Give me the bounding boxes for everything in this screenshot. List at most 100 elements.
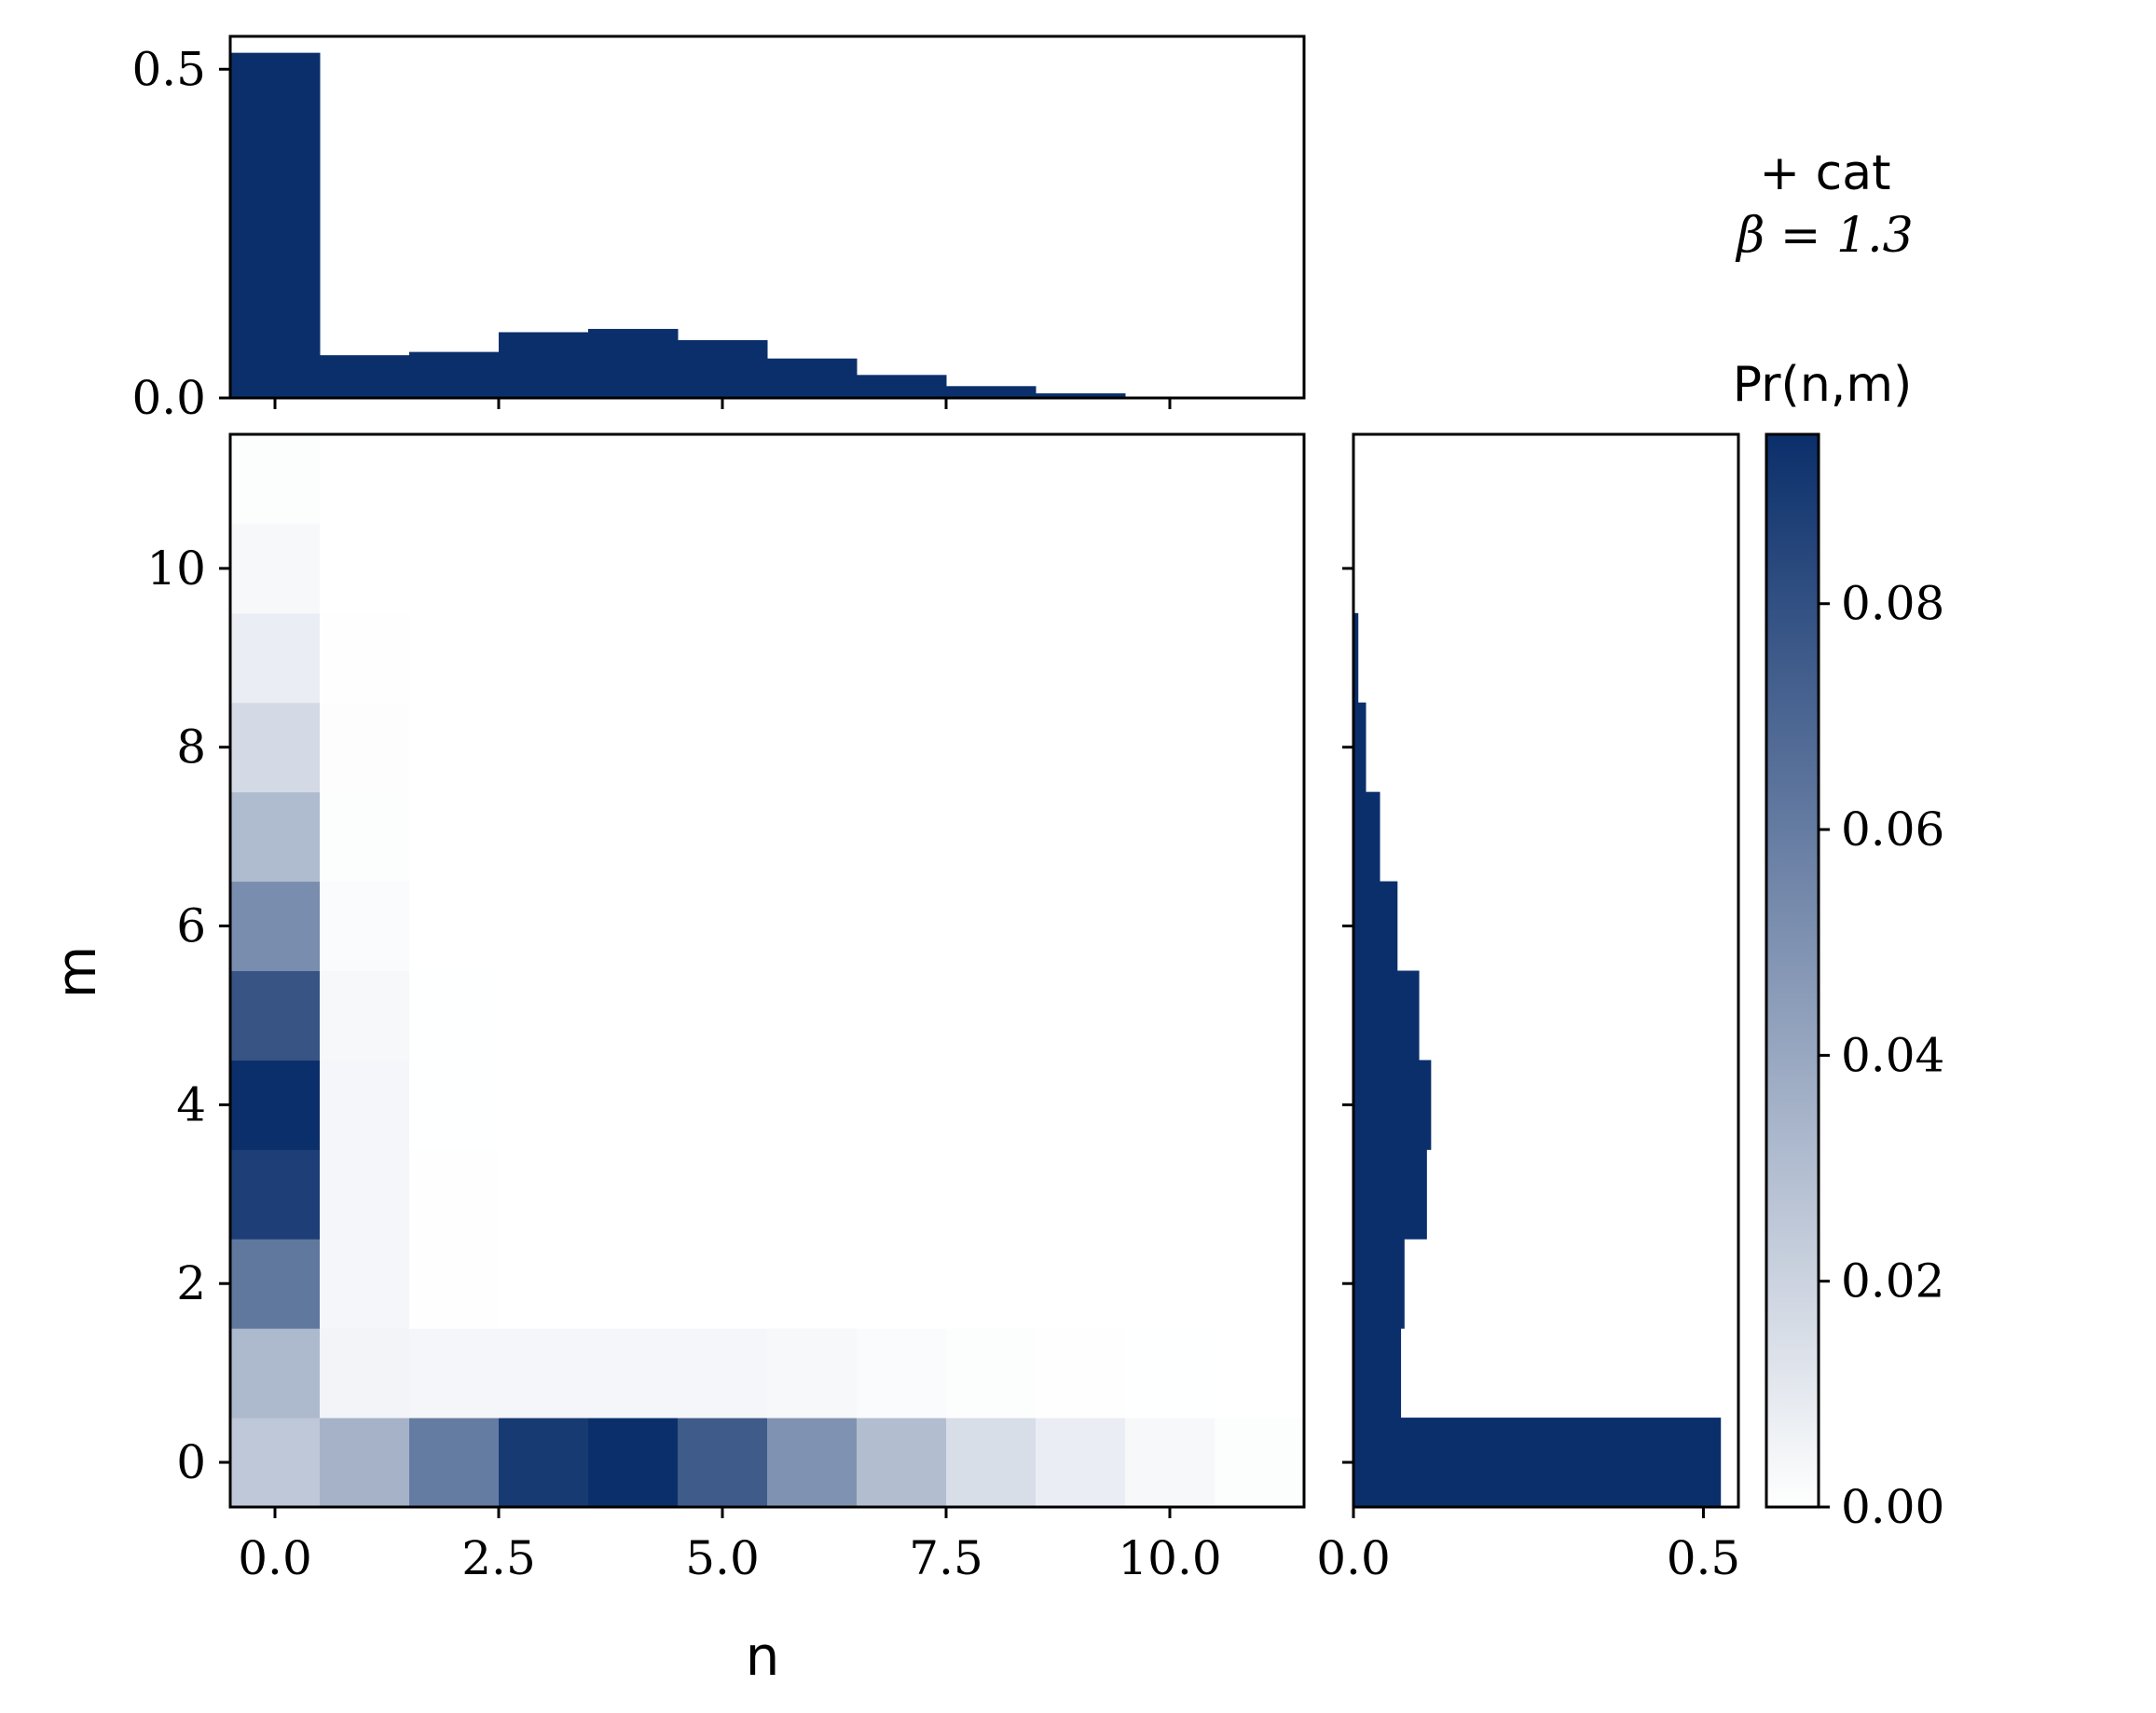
annotation-line-2: β = 1.3 [1735, 208, 1913, 264]
heatmap-cell [678, 434, 768, 525]
heatmap-cell [409, 1060, 500, 1150]
heatmap-cell [1125, 702, 1215, 793]
heatmap-cell [857, 1418, 947, 1508]
heatmap-cell [409, 1149, 500, 1240]
colorbar-tick-label: 0.04 [1841, 1028, 1944, 1082]
heatmap-cell [946, 791, 1037, 883]
marginal-m-bar [1353, 1060, 1432, 1150]
heatmap-cell [320, 612, 410, 704]
heatmap-cell [767, 1060, 858, 1150]
heatmap-cell [1036, 1328, 1126, 1418]
y-tick-label: 0 [176, 1435, 206, 1489]
heatmap-cell [230, 523, 321, 614]
colorbar-tick-label: 0.02 [1841, 1254, 1944, 1309]
heatmap-y-ticks: 0 2 4 6 8 10 [146, 541, 230, 1489]
heatmap-cell [320, 434, 410, 525]
heatmap-cell [409, 612, 500, 704]
y-tick-label: 10 [146, 541, 206, 596]
heatmap-cell [588, 791, 679, 883]
heatmap-cell [1215, 1328, 1305, 1418]
y-tick-label: 8 [176, 720, 206, 774]
heatmap-cell [588, 612, 679, 704]
marginal-n-histogram: 0.0 0.5 [131, 34, 1306, 425]
heatmap-cell [946, 1239, 1037, 1329]
marginal-m-x-tick-label: 0.5 [1667, 1531, 1741, 1585]
heatmap-cell [857, 1239, 947, 1329]
heatmap-cell [678, 1149, 768, 1240]
heatmap-cell [499, 791, 589, 883]
marginal-m-bar [1353, 1239, 1405, 1329]
marginal-m-histogram: 0.0 0.5 [1316, 432, 1741, 1585]
heatmap-cell [499, 1418, 589, 1508]
heatmap-cell [767, 1418, 858, 1508]
marginal-n-bar [588, 328, 679, 398]
marginal-m-bar [1353, 1418, 1722, 1508]
heatmap-cell [588, 523, 679, 614]
heatmap-cell [946, 1060, 1037, 1150]
heatmap-cell [767, 612, 858, 704]
heatmap-cell [409, 1239, 500, 1329]
heatmap-cell [230, 612, 321, 704]
heatmap-cell [857, 702, 947, 793]
heatmap-cell [1036, 1149, 1126, 1240]
heatmap-cell [678, 970, 768, 1061]
marginal-n-bar [678, 339, 768, 398]
heatmap-cell [857, 970, 947, 1061]
x-tick-label: 10.0 [1118, 1531, 1221, 1585]
x-tick-label: 5.0 [685, 1531, 760, 1585]
marginal-n-bar [409, 351, 500, 398]
annotation-line-1: + cat [1760, 145, 1891, 201]
heatmap-cell [320, 523, 410, 614]
colorbar-tick-label: 0.08 [1841, 577, 1944, 631]
heatmap-cell [230, 1328, 321, 1418]
colorbar-gradient [1765, 432, 1820, 1509]
heatmap-cell [588, 1418, 679, 1508]
heatmap-cell [678, 523, 768, 614]
heatmap-cell [1125, 970, 1215, 1061]
heatmap-cell [767, 523, 858, 614]
marginal-m-bar [1353, 881, 1398, 971]
heatmap-cell [678, 881, 768, 971]
heatmap-cell [946, 1418, 1037, 1508]
heatmap-cell [857, 523, 947, 614]
heatmap-cell [499, 612, 589, 704]
heatmap-cell [230, 1060, 321, 1150]
heatmap-cell [320, 1328, 410, 1418]
marginal-n-bars [230, 52, 1305, 399]
heatmap-cell [678, 612, 768, 704]
marginal-n-bar [499, 332, 589, 398]
marginal-m-bars [1353, 434, 1722, 1508]
marginal-n-x-ticks [273, 398, 1172, 409]
heatmap-cell [409, 523, 500, 614]
colorbar: 0.00 0.02 0.04 0.06 0.08 Pr(n,m) [1733, 357, 1945, 1534]
marginal-m-bar [1353, 702, 1366, 793]
heatmap-cell [320, 791, 410, 883]
heatmap-cell [1125, 791, 1215, 883]
heatmap-cell [678, 1328, 768, 1418]
y-tick-label: 6 [176, 899, 206, 953]
heatmap-cell [857, 434, 947, 525]
heatmap-cell [588, 1149, 679, 1240]
heatmap-cell [1125, 881, 1215, 971]
heatmap-cell [409, 881, 500, 971]
colorbar-ticks: 0.00 0.02 0.04 0.06 0.08 [1819, 577, 1944, 1534]
heatmap-cell [946, 970, 1037, 1061]
heatmap-cell [1125, 523, 1215, 614]
heatmap-cell [1215, 1060, 1305, 1150]
heatmap-cell [320, 970, 410, 1061]
heatmap-cell [857, 612, 947, 704]
heatmap-cell [230, 1239, 321, 1329]
heatmap-cell [1036, 523, 1126, 614]
heatmap-cell [320, 1418, 410, 1508]
x-axis-label: n [746, 1624, 780, 1688]
heatmap-cell [320, 1060, 410, 1150]
marginal-n-bar [857, 375, 947, 398]
heatmap-cell [588, 1328, 679, 1418]
marginal-n-bar [230, 52, 321, 399]
heatmap-cell [230, 970, 321, 1061]
heatmap-cell [499, 434, 589, 525]
heatmap-cell [946, 523, 1037, 614]
y-tick-label: 2 [176, 1256, 206, 1310]
heatmap-cell [1036, 702, 1126, 793]
